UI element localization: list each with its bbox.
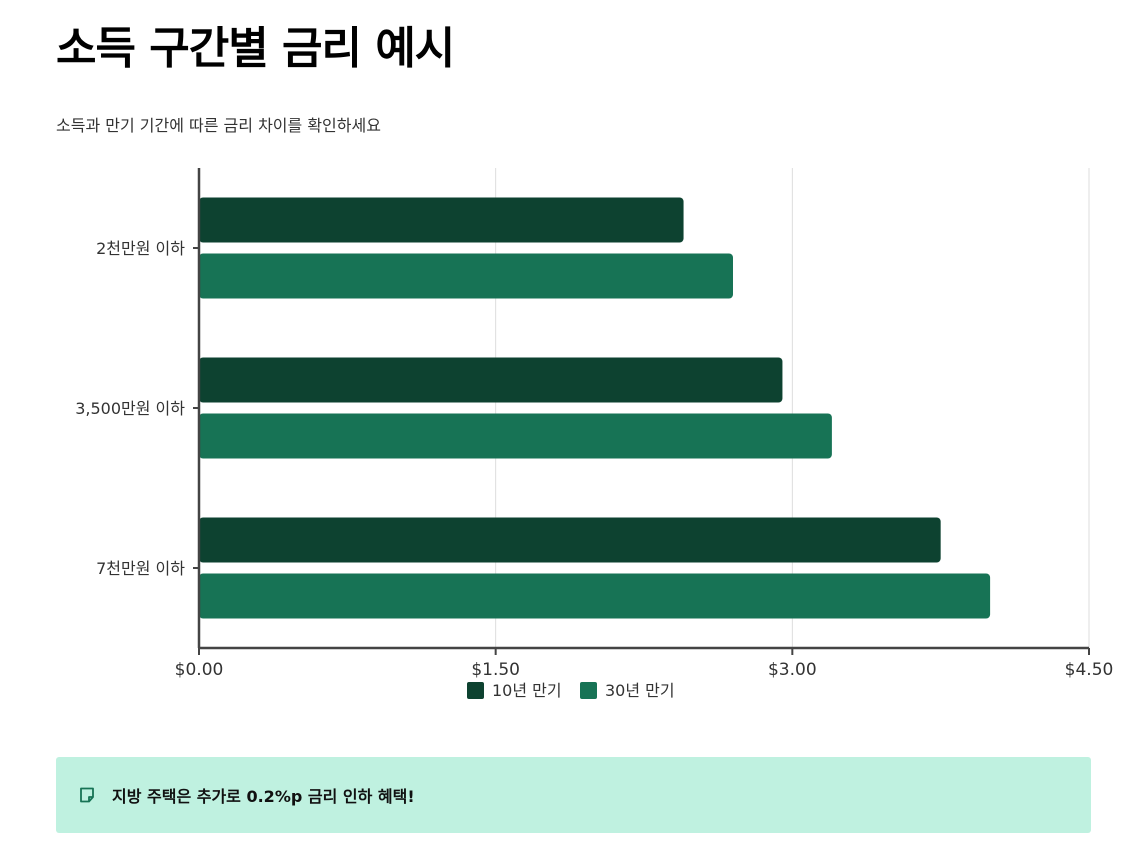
note-icon: [78, 786, 96, 804]
y-tick-label: 7천만원 이하: [96, 559, 185, 578]
legend-swatch: [467, 682, 484, 699]
bar: [199, 253, 733, 299]
x-tick-label: $3.00: [768, 660, 817, 680]
bar: [199, 573, 991, 619]
page-title: 소득 구간별 금리 예시: [56, 23, 455, 74]
note-text: 지방 주택은 추가로 0.2%p 금리 인하 혜택!: [112, 787, 415, 806]
page-subtitle: 소득과 만기 기간에 따른 금리 차이를 확인하세요: [56, 116, 381, 135]
legend-label: 30년 만기: [605, 681, 675, 700]
y-tick-label: 2천만원 이하: [96, 239, 185, 258]
y-tick-label: 3,500만원 이하: [75, 399, 185, 418]
bar: [199, 517, 941, 563]
legend-swatch: [580, 682, 597, 699]
legend-label: 10년 만기: [492, 681, 562, 700]
info-note: 지방 주택은 추가로 0.2%p 금리 인하 혜택!: [56, 757, 1091, 833]
bar-chart: 2천만원 이하 3,500만원 이하 7천만원 이하 $0.00 $1.50 $3.00 $…: [75, 168, 1114, 700]
bar: [199, 197, 684, 243]
bar: [199, 413, 832, 459]
chart-container: 2천만원 이하 3,500만원 이하 7천만원 이하 $0.00 $1.50 $3.00 $…: [0, 150, 1148, 710]
x-tick-label: $1.50: [471, 660, 520, 680]
bar: [199, 357, 783, 403]
x-tick-label: $0.00: [175, 660, 224, 680]
x-tick-label: $4.50: [1065, 660, 1114, 680]
